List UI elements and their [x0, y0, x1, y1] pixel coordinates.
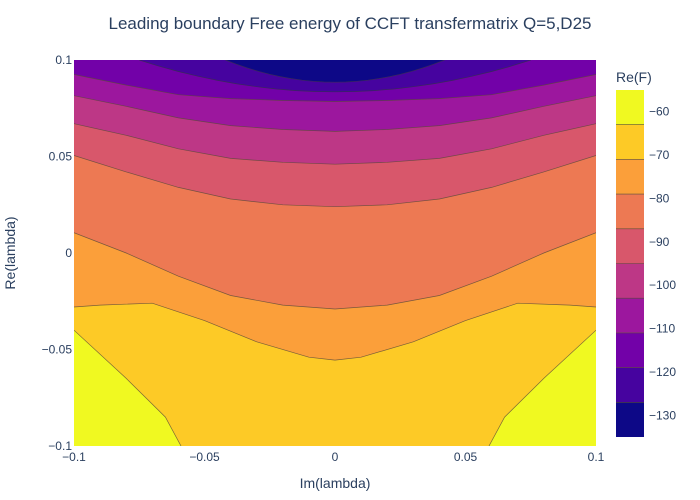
contour-band-0-top	[225, 60, 445, 83]
colorbar-band	[616, 228, 644, 264]
colorbar-tick-label: −80	[649, 191, 670, 205]
colorbar-tick-label: −110	[649, 322, 675, 336]
colorbar-band	[616, 298, 644, 333]
contour-line	[74, 302, 596, 361]
contour-line	[74, 123, 596, 165]
colorbar-tick-label: −60	[649, 105, 670, 119]
contour-line	[225, 60, 445, 83]
x-tick-label: 0.05	[454, 450, 478, 464]
colorbar-band	[616, 90, 644, 125]
colorbar-title: Re(F)	[616, 69, 652, 85]
colorbar-band	[616, 194, 644, 229]
colorbar-band	[616, 159, 644, 195]
colorbar-tick-label: −70	[649, 148, 670, 162]
colorbar-band	[616, 402, 644, 437]
y-tick-label: 0	[65, 246, 72, 260]
x-axis-title: Im(lambda)	[300, 475, 371, 491]
colorbar	[616, 90, 644, 437]
contour-fills	[74, 60, 596, 446]
colorbar-band	[616, 124, 644, 160]
contour-line	[488, 329, 596, 446]
contour-line	[74, 232, 596, 310]
colorbar-tick-label: −90	[649, 235, 670, 249]
y-tick-label: 0.1	[55, 53, 72, 67]
contour-lines	[74, 60, 596, 446]
y-axis-title: Re(lambda)	[2, 216, 18, 289]
colorbar-band	[616, 263, 644, 299]
x-tick-label: −0.05	[189, 450, 220, 464]
x-tick-label: 0.1	[588, 450, 605, 464]
y-tick-label: −0.05	[42, 343, 73, 357]
colorbar-tick-label: −120	[649, 365, 676, 379]
x-tick-label: 0	[332, 450, 339, 464]
chart-title: Leading boundary Free energy of CCFT tra…	[108, 14, 591, 33]
contour-line	[74, 95, 596, 132]
colorbar-band	[616, 367, 644, 403]
colorbar-band	[616, 332, 644, 368]
contour-line	[74, 329, 182, 446]
contour-line	[139, 60, 531, 93]
y-tick-label: −0.1	[48, 439, 72, 453]
colorbar-tick-label: −130	[649, 408, 676, 422]
colorbar-tick-label: −100	[649, 278, 676, 292]
contour-line	[74, 155, 596, 208]
contour-line	[74, 74, 596, 102]
x-tick-label: −0.1	[62, 450, 86, 464]
y-tick-label: 0.05	[49, 150, 73, 164]
